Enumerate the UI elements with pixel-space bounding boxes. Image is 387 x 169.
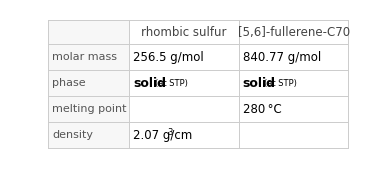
Bar [48,20,129,148]
Text: phase: phase [52,78,86,88]
Text: 3: 3 [167,128,172,137]
Text: 256.5 g/mol: 256.5 g/mol [133,51,204,64]
Text: rhombic sulfur: rhombic sulfur [141,26,227,39]
Text: molar mass: molar mass [52,52,117,62]
Text: 2.07 g/cm: 2.07 g/cm [133,129,192,142]
Text: [5,6]-fullerene-C70: [5,6]-fullerene-C70 [238,26,349,39]
Text: (at STP): (at STP) [155,79,188,88]
Text: melting point: melting point [52,104,127,114]
Text: 280 °C: 280 °C [243,103,281,116]
Text: 840.77 g/mol: 840.77 g/mol [243,51,321,64]
Text: (at STP): (at STP) [264,79,297,88]
Text: solid: solid [243,77,276,90]
Text: density: density [52,130,93,140]
Text: solid: solid [133,77,166,90]
